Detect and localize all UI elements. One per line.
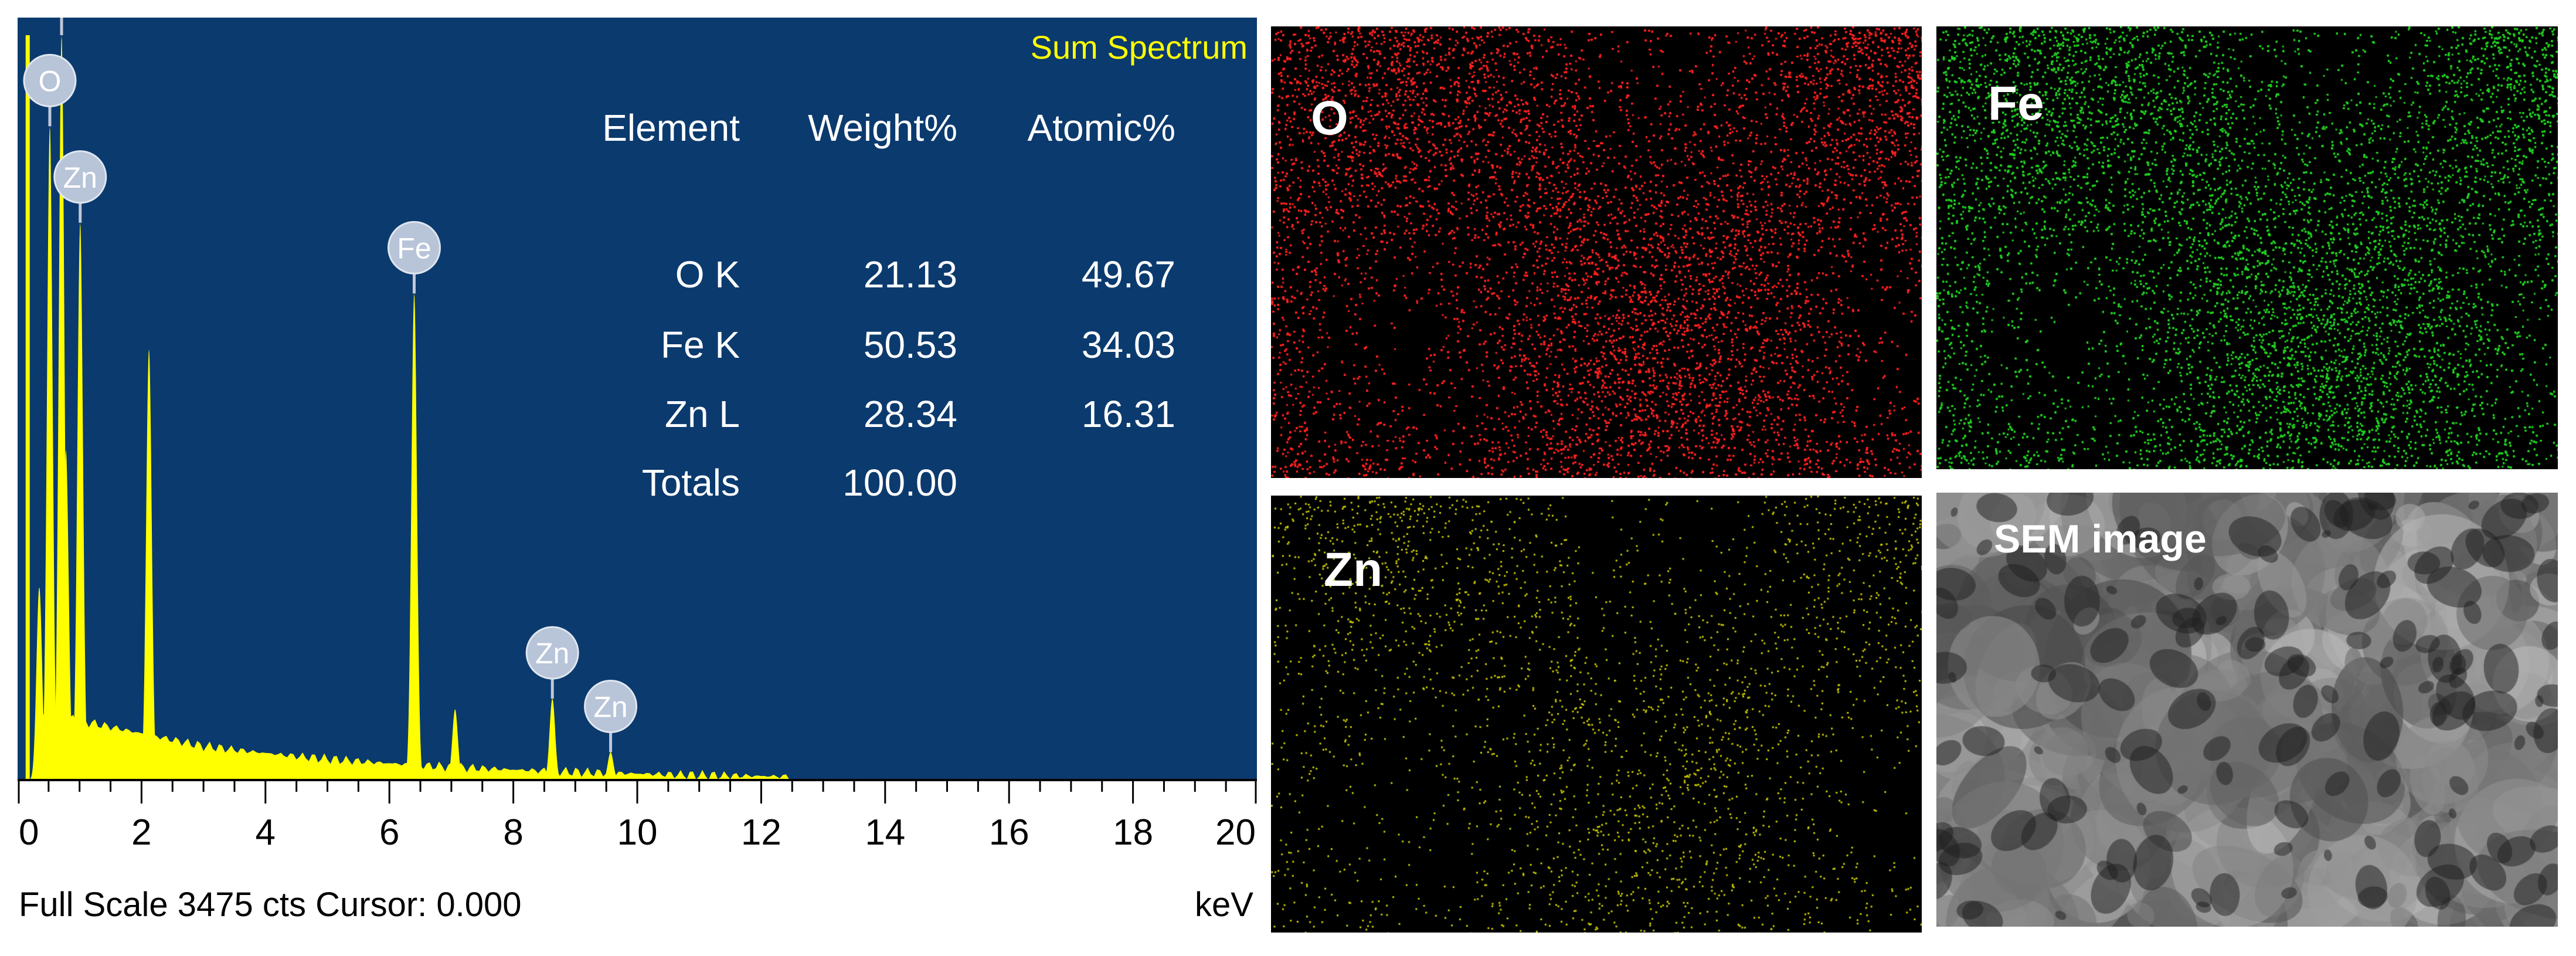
sem-image: SEM image: [1936, 493, 2558, 927]
spectrum-continuum: [36, 709, 793, 780]
x-tick-label: 2: [131, 812, 151, 853]
map-zn-label: Zn: [1324, 543, 1383, 596]
table-cell: 50.53: [864, 324, 957, 366]
svg-text:Zn: Zn: [593, 690, 627, 723]
spectrum-peak: [541, 699, 564, 780]
table-cell: Zn L: [665, 393, 740, 435]
svg-text:Zn: Zn: [535, 637, 569, 670]
spectrum-peak: [69, 222, 91, 780]
map-o-label: O: [1311, 91, 1348, 145]
table-cell: 21.13: [864, 253, 957, 296]
sem-image-label: SEM image: [1994, 517, 2207, 561]
spectrum-peak: [106, 745, 128, 780]
table-cell: O K: [675, 253, 740, 296]
x-tick-label: 16: [989, 812, 1029, 853]
elemental-map-o: O: [1271, 26, 1922, 478]
map-o-dots: [1271, 26, 1922, 478]
spectrum-peak: [55, 450, 77, 780]
spectrum-peak: [599, 752, 622, 780]
x-tick-label: 18: [1113, 812, 1153, 853]
elemental-map-zn: Zn: [1271, 496, 1922, 933]
spectrum-title: Sum Spectrum: [1031, 29, 1248, 66]
table-header: Element: [602, 107, 740, 149]
peak-label-zn: Zn: [525, 626, 579, 699]
svg-text:Fe: Fe: [397, 232, 431, 265]
svg-text:O: O: [39, 65, 62, 97]
map-zn-dots: [1271, 496, 1922, 933]
peak-label-fe: Fe: [387, 221, 441, 294]
map-fe-dots: [1936, 26, 2558, 469]
x-tick-label: 12: [741, 812, 781, 853]
eds-spectrum-panel: Fe O Zn Fe Zn Zn Sum Spectrum Element Weight% A…: [18, 18, 1257, 938]
spectrum-noise-peak: [25, 35, 30, 780]
table-cell: 49.67: [1082, 253, 1175, 296]
table-header: Weight%: [808, 107, 957, 149]
table-cell: 28.34: [864, 393, 957, 435]
spectrum-peak: [50, 35, 73, 780]
x-tick-label: 0: [19, 812, 39, 853]
table-cell: 100.00: [842, 462, 957, 504]
peak-label-o: O: [23, 53, 77, 127]
map-fe-label: Fe: [1988, 77, 2044, 130]
peak-label-zn: Zn: [53, 150, 107, 223]
x-axis-unit: keV: [1195, 886, 1253, 924]
x-tick-label: 14: [865, 812, 905, 853]
spectrum-peak: [403, 293, 426, 780]
spectrum-peak: [38, 126, 61, 780]
spectrum-peak: [138, 349, 161, 780]
footer-text: Full Scale 3475 cts Cursor: 0.000: [19, 886, 522, 924]
x-tick-label: 4: [256, 812, 276, 853]
plot-background: [18, 18, 1257, 780]
table-cell: Fe K: [661, 324, 740, 366]
spectrum-peak: [28, 587, 51, 780]
sem-image-texture: [1936, 493, 2558, 927]
x-tick-label: 20: [1215, 812, 1256, 853]
eds-spectrum-chart: Fe O Zn Fe Zn Zn Sum Spectrum Element Weight% A…: [18, 18, 1257, 924]
elemental-map-fe: Fe: [1936, 26, 2558, 469]
table-cell: 16.31: [1082, 393, 1175, 435]
x-tick-label: 8: [503, 812, 523, 853]
spectrum-peak: [444, 709, 467, 780]
table-header: Atomic%: [1028, 107, 1176, 149]
table-cell: 34.03: [1082, 324, 1175, 366]
peak-label-zn: Zn: [584, 679, 638, 752]
svg-text:Zn: Zn: [63, 161, 97, 194]
x-tick-label: 10: [617, 812, 658, 853]
x-tick-label: 6: [379, 812, 399, 853]
table-cell: Totals: [642, 462, 740, 504]
peak-label-fe: Fe: [60, 18, 63, 35]
